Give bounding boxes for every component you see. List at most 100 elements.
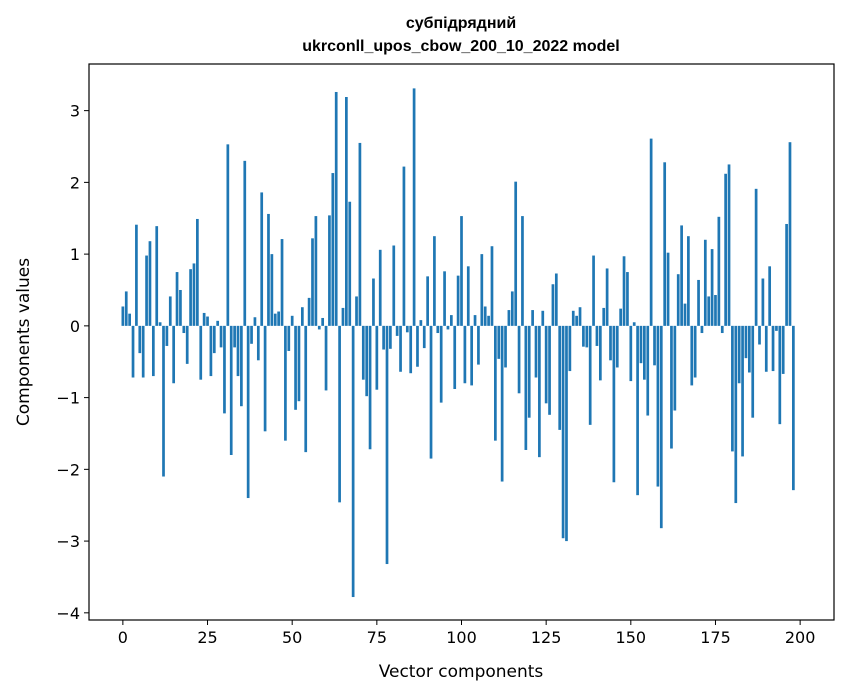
bar-154 [643, 325, 646, 380]
x-tick-label: 100 [446, 628, 477, 647]
bar-74 [372, 278, 375, 326]
bar-164 [676, 274, 680, 326]
bar-12 [162, 325, 165, 477]
bar-197 [788, 142, 792, 326]
bar-44 [270, 254, 274, 326]
bar-50 [290, 315, 294, 326]
bar-126 [548, 325, 551, 415]
bar-142 [602, 307, 606, 326]
bar-101 [463, 325, 467, 384]
bar-80 [392, 245, 396, 326]
bar-192 [771, 325, 775, 372]
y-axis-ticks: −4 −3 −2 −1 0 1 2 3 [56, 102, 89, 623]
bar-21 [192, 263, 196, 326]
bar-55 [307, 297, 311, 326]
bar-145 [612, 325, 616, 483]
bar-91 [429, 325, 433, 459]
bar-6 [141, 325, 145, 378]
bar-70 [358, 142, 362, 326]
bar-85 [409, 325, 413, 374]
bar-72 [365, 325, 369, 397]
y-axis-label: Components values [14, 258, 34, 426]
bar-160 [663, 162, 667, 326]
bar-102 [466, 266, 470, 326]
bar-95 [443, 271, 446, 326]
x-tick-label: 50 [282, 628, 302, 647]
bar-98 [453, 325, 457, 389]
bar-158 [656, 325, 660, 487]
bar-67 [348, 201, 352, 326]
bar-162 [670, 325, 673, 449]
bar-177 [720, 325, 724, 334]
bar-3 [131, 325, 135, 378]
bar-135 [578, 307, 582, 326]
bar-8 [148, 241, 152, 326]
bar-92 [433, 236, 436, 326]
bar-71 [361, 325, 365, 380]
bar-77 [382, 325, 385, 350]
bar-141 [598, 325, 602, 381]
bar-157 [653, 325, 656, 366]
bar-150 [629, 325, 633, 382]
bar-88 [419, 320, 423, 326]
bar-58 [317, 325, 321, 330]
bar-97 [449, 315, 453, 326]
bar-127 [551, 284, 555, 326]
bar-116 [514, 181, 518, 326]
bar-139 [592, 255, 595, 326]
bar-156 [649, 138, 653, 326]
x-tick-label: 0 [118, 628, 128, 647]
bar-129 [558, 325, 562, 430]
bar-176 [717, 216, 721, 326]
bar-19 [185, 325, 189, 364]
bar-54 [304, 325, 308, 453]
bar-87 [416, 325, 419, 367]
bar-14 [168, 296, 172, 326]
bar-118 [521, 216, 524, 326]
bar-40 [256, 325, 260, 361]
bar-45 [273, 313, 277, 326]
bar-32 [229, 325, 233, 455]
bar-196 [785, 223, 788, 326]
bar-82 [399, 325, 402, 372]
bar-4 [135, 224, 138, 326]
bar-0 [121, 306, 125, 326]
bar-16 [175, 272, 179, 326]
bar-48 [284, 325, 287, 441]
bar-69 [355, 296, 358, 326]
bar-120 [527, 325, 531, 418]
x-axis-label: Vector components [379, 662, 544, 682]
bar-147 [619, 308, 623, 326]
bar-130 [561, 325, 565, 539]
bar-62 [331, 173, 335, 326]
bar-59 [321, 317, 325, 326]
x-tick-label: 175 [700, 628, 731, 647]
bar-179 [727, 164, 731, 326]
bar-96 [446, 325, 450, 330]
bar-34 [236, 325, 240, 377]
bar-46 [277, 311, 280, 326]
bar-108 [487, 315, 490, 326]
bar-94 [439, 325, 443, 403]
bar-11 [158, 322, 162, 326]
bar-148 [622, 256, 626, 326]
bar-30 [223, 325, 226, 414]
bar-57 [314, 216, 318, 326]
y-tick-label: 1 [70, 245, 80, 264]
bar-125 [544, 325, 548, 404]
bar-49 [287, 325, 291, 351]
bar-100 [460, 216, 463, 326]
bar-121 [531, 310, 534, 326]
bar-136 [582, 325, 585, 347]
bar-104 [473, 315, 477, 326]
bar-165 [680, 225, 683, 326]
bar-123 [538, 325, 541, 458]
bar-151 [632, 322, 636, 326]
x-tick-label: 125 [531, 628, 562, 647]
plot-frame [88, 63, 835, 621]
bar-172 [703, 239, 707, 326]
bar-29 [219, 325, 223, 348]
bar-103 [470, 325, 474, 386]
bar-107 [483, 306, 487, 326]
